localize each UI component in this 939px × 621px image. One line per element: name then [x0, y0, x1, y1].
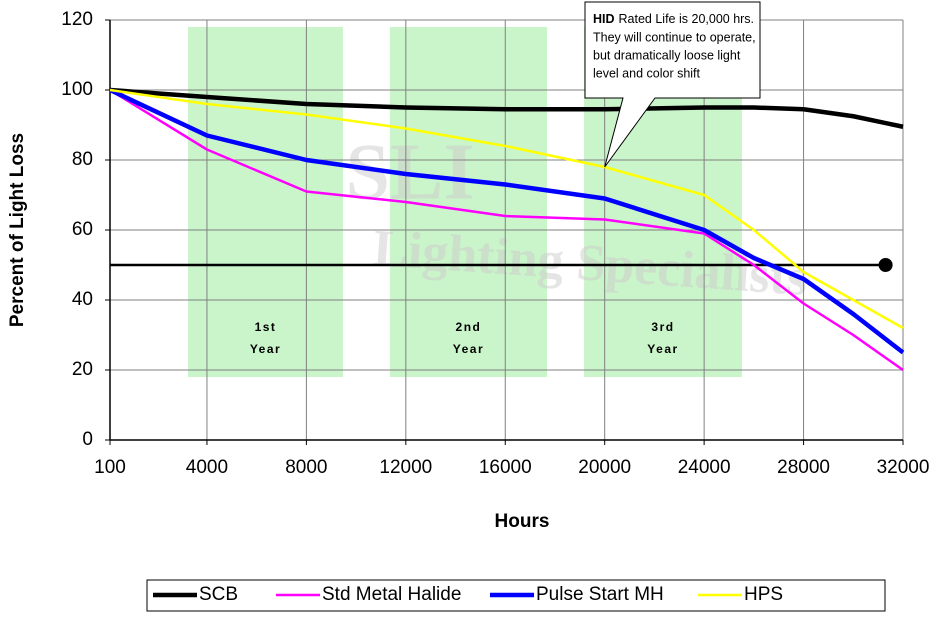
callout-bold: HID	[593, 12, 615, 26]
reference-dot	[879, 258, 893, 272]
y-tick-label: 20	[72, 359, 93, 380]
legend-label: Pulse Start MH	[536, 584, 664, 605]
band-label: Year	[250, 342, 281, 356]
callout-text: They will continue to operate,	[593, 30, 756, 44]
band-label: 3rd	[651, 320, 674, 334]
y-tick-label: 120	[61, 9, 93, 30]
x-tick-label: 24000	[678, 457, 731, 478]
legend-label: HPS	[744, 584, 783, 605]
legend-label: Std Metal Halide	[322, 584, 461, 605]
x-tick-label: 12000	[379, 457, 432, 478]
band-label: 1st	[255, 320, 277, 334]
x-tick-label: 4000	[186, 457, 228, 478]
chart: Hours Percent of Light Loss 1st Year 2nd Ye…	[0, 0, 939, 616]
band-label: Year	[647, 342, 678, 356]
band-label: Year	[453, 342, 484, 356]
x-tick-label: 100	[94, 457, 126, 478]
callout-line: Rated Life is 20,000 hrs.	[619, 12, 755, 26]
legend-label: SCB	[199, 584, 238, 605]
x-tick-label: 28000	[777, 457, 830, 478]
y-tick-label: 100	[61, 79, 93, 100]
x-tick-label: 16000	[479, 457, 532, 478]
y-tick-label: 80	[72, 149, 93, 170]
callout-text: but dramatically loose light	[593, 48, 741, 62]
band-label: 2nd	[456, 320, 482, 334]
y-tick-label: 40	[72, 289, 93, 310]
y-axis-title: Percent of Light Loss	[7, 133, 28, 327]
x-tick-label: 8000	[285, 457, 327, 478]
x-tick-label: 20000	[578, 457, 631, 478]
x-tick-label: 32000	[877, 457, 930, 478]
y-tick-label: 60	[72, 219, 93, 240]
y-tick-label: 0	[82, 429, 93, 450]
x-axis-title: Hours	[495, 511, 550, 532]
callout-text: level and color shift	[593, 66, 701, 80]
